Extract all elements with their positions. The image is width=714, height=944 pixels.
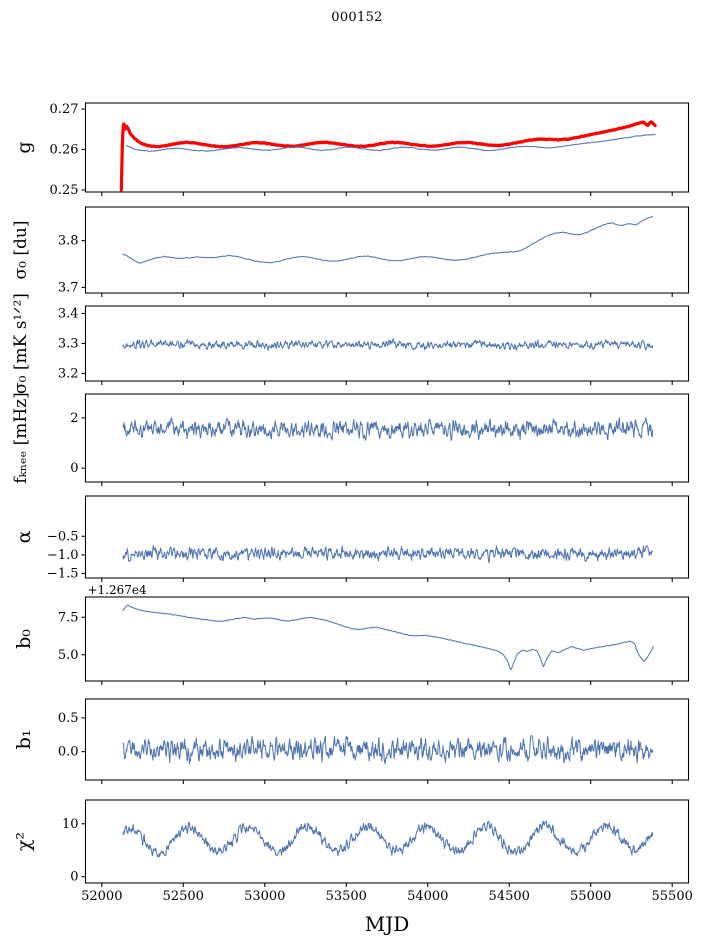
y-ticklabel: 0.27	[50, 102, 79, 117]
series-sigma0-du	[122, 215, 654, 264]
x-ticklabel: 55000	[570, 889, 611, 904]
y-axis-label: χ²	[13, 832, 35, 851]
series-b0	[122, 604, 654, 671]
panel-chi2: 0 10 52000 52500 53000 53500 54000 54500 55000 55…	[13, 799, 693, 904]
y-ticklabel: 0	[70, 870, 78, 885]
panel-data	[119, 120, 657, 192]
x-ticklabel: 52000	[81, 889, 122, 904]
y-axis-label: σ₀ [du]	[11, 221, 31, 280]
figure-title: 000152	[331, 10, 383, 25]
series-sigma0-mK	[122, 338, 654, 351]
panel-frame	[84, 393, 690, 483]
y-ticklabel: 3.8	[58, 234, 79, 249]
y-ticklabel: 10	[62, 817, 79, 832]
panel-frame	[84, 102, 690, 193]
y-ticklabel: 3.4	[58, 307, 79, 322]
y-ticklabel: −1.0	[47, 548, 79, 563]
panel-sigma0-du: 3.7 3.8 σ₀ [du]	[11, 206, 690, 297]
y-ticklabel: 0	[70, 461, 78, 476]
x-ticklabel: 53000	[244, 889, 285, 904]
panel-data	[122, 820, 654, 858]
y-ticklabel: −1.5	[47, 567, 79, 582]
panel-frame	[84, 495, 690, 579]
panel-data	[122, 417, 654, 441]
panel-data	[122, 215, 654, 264]
panel-frame	[84, 206, 690, 294]
panel-frame	[84, 799, 690, 884]
y-ticklabel: 0.5	[58, 711, 79, 726]
panel-background	[85, 699, 689, 780]
x-ticklabel: 53500	[326, 889, 367, 904]
y-ticklabel: 0.25	[50, 183, 79, 198]
y-ticklabel: 7.5	[58, 610, 79, 625]
panel-sigma0-mK: 3.2 3.3 3.4 σ₀ [mK s¹ᐟ²]	[11, 293, 690, 394]
y-ticklabel: 3.3	[58, 337, 79, 352]
panel-gain: 0.25 0.26 0.27 g	[13, 102, 690, 198]
panel-background	[85, 207, 689, 293]
x-ticklabel: 55500	[652, 889, 693, 904]
x-ticklabel: 54000	[407, 889, 448, 904]
y-ticklabel: 3.7	[58, 280, 79, 295]
panel-frame	[84, 596, 690, 682]
panel-fknee: 0 2 fₖₙₑₑ [mHz]	[11, 392, 690, 486]
y-ticklabel: 0.26	[50, 143, 79, 158]
y-ticklabel: 3.2	[58, 367, 79, 382]
panel-background	[85, 496, 689, 578]
y-axis-offset-label: +1.267e4	[88, 583, 148, 597]
series-g-blue	[125, 133, 656, 152]
series-chi2	[122, 820, 654, 858]
y-ticklabel: −0.5	[47, 529, 79, 544]
y-axis-label: σ₀ [mK s¹ᐟ²]	[11, 293, 31, 394]
panel-background	[85, 597, 689, 681]
panel-background	[85, 394, 689, 482]
y-ticklabel: 2	[70, 411, 78, 426]
x-ticklabel: 54500	[489, 889, 530, 904]
y-axis-label: b₀	[13, 629, 35, 649]
panel-b0: 5.0 7.5 +1.267e4 b₀	[13, 583, 690, 685]
panel-data	[122, 545, 654, 563]
panel-data	[122, 604, 654, 671]
y-axis-label: fₖₙₑₑ [mHz]	[11, 392, 31, 484]
y-axis-label: b₁	[13, 730, 35, 750]
y-ticklabel: 0.0	[58, 745, 79, 760]
x-axis-label: MJD	[365, 912, 410, 936]
panel-alpha: −1.5 −1.0 −0.5 α	[13, 495, 690, 582]
x-ticklabel: 52500	[163, 889, 204, 904]
panel-background	[85, 800, 689, 883]
panel-frame	[84, 698, 690, 781]
series-alpha	[122, 545, 654, 563]
panel-background	[85, 103, 689, 192]
y-axis-label: g	[13, 141, 35, 153]
y-ticklabel: 5.0	[58, 648, 79, 663]
series-fknee	[122, 417, 654, 441]
panel-b1: 0.0 0.5 b₁	[13, 698, 690, 784]
y-axis-label: α	[13, 530, 35, 543]
series-b1	[122, 734, 654, 765]
panel-data	[122, 734, 654, 765]
panel-data	[122, 338, 654, 351]
series-g-red	[119, 120, 657, 192]
